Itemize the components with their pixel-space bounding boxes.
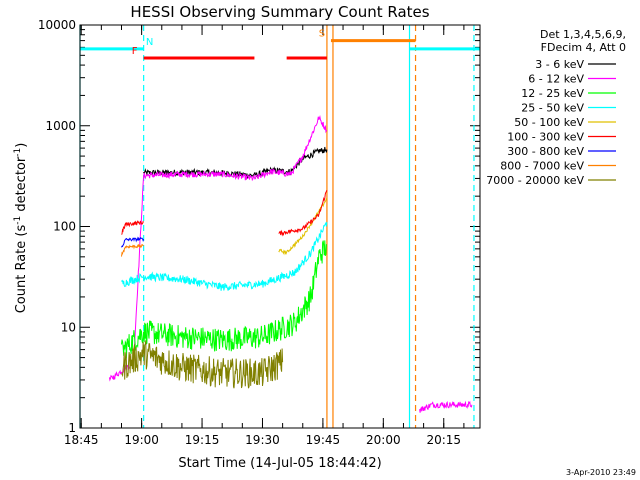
y-tick-label: 1 [68, 421, 76, 435]
legend-entry-label: 25 - 50 keV [521, 102, 584, 115]
observing-flags: NF S [80, 29, 480, 60]
series-line [108, 115, 328, 382]
y-axis-label-end: ) [14, 143, 29, 148]
series-line [121, 340, 284, 389]
legend-entry-label: 7000 - 20000 keV [486, 174, 584, 187]
series-line [121, 220, 144, 235]
legend-entry-label: 100 - 300 keV [507, 131, 584, 144]
x-tick-label: 19:30 [245, 433, 280, 447]
x-tick-label: 19:15 [185, 433, 220, 447]
y-tick-label: 10 [61, 320, 76, 334]
y-tick-label: 100 [53, 220, 76, 234]
series-line [121, 221, 328, 291]
legend-entry-label: 3 - 6 keV [535, 58, 584, 71]
legend-entry-label: 300 - 800 keV [507, 145, 584, 158]
x-tick-label: 20:15 [426, 433, 461, 447]
y-axis-label: Count Rate (s-1 detector-1) [13, 143, 29, 314]
x-axis-label: Start Time (14-Jul-05 18:44:42) [178, 456, 381, 471]
axis-ticks: 1 10 100 1000 10000 18:45 19:00 19:15 19:30 19:45… [38, 18, 480, 447]
plot-frame [79, 24, 481, 429]
legend-entry-label: 50 - 100 keV [514, 116, 584, 129]
legend-header: Det 1,3,4,5,6,9, [540, 28, 626, 41]
y-axis-label-sup2: -1 [13, 148, 23, 157]
series-line [121, 236, 145, 248]
y-axis-label-main: Count Rate (s [14, 225, 29, 314]
x-tick-label: 19:45 [306, 433, 341, 447]
series-line [143, 146, 328, 179]
legend-entry-label: 800 - 7000 keV [500, 160, 584, 173]
legend-entry-label: 12 - 25 keV [521, 87, 584, 100]
y-axis-label-sup1: -1 [13, 216, 23, 225]
legend: Det 1,3,4,5,6,9,FDecim 4, Att 0 3 - 6 keV… [486, 28, 626, 187]
series-line [278, 197, 328, 256]
legend-entry-label: 6 - 12 keV [528, 73, 584, 86]
y-axis-label-mid: detector [14, 156, 29, 216]
flag-label: N [146, 37, 153, 48]
flag-label: F [132, 46, 138, 57]
y-tick-label: 10000 [38, 18, 76, 32]
y-tick-label: 1000 [45, 119, 76, 133]
x-tick-label: 18:45 [64, 433, 99, 447]
x-tick-label: 19:00 [124, 433, 159, 447]
timestamp: 3-Apr-2010 23:49 [566, 468, 636, 477]
series-line [121, 243, 144, 257]
x-tick-label: 20:00 [366, 433, 401, 447]
chart-title: HESSI Observing Summary Count Rates [130, 3, 429, 21]
legend-header: FDecim 4, Att 0 [541, 41, 626, 54]
series-line [121, 240, 328, 359]
flag-label: S [319, 29, 325, 40]
series-lines [108, 115, 473, 413]
series-line [278, 189, 328, 237]
series-line [419, 400, 473, 413]
